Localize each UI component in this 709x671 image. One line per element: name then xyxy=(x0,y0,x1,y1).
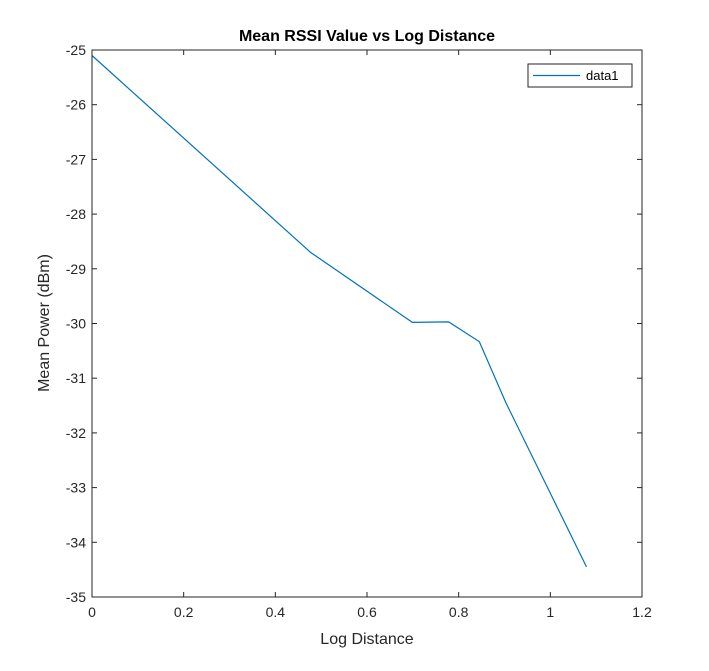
legend-label-data1: data1 xyxy=(586,68,619,83)
y-tick-label: -31 xyxy=(66,370,86,386)
y-tick-label: -29 xyxy=(66,261,86,277)
y-tick-label: -28 xyxy=(66,206,86,222)
x-axis-ticks: 0 0.2 0.4 0.6 0.8 1 1.2 xyxy=(88,50,652,620)
y-tick-label: -33 xyxy=(66,480,86,496)
chart-title: Mean RSSI Value vs Log Distance xyxy=(239,28,495,45)
legend: data1 xyxy=(527,63,633,88)
plot-frame xyxy=(91,49,643,598)
x-tick-label: 1.2 xyxy=(632,604,652,620)
series-line-data1 xyxy=(91,55,588,568)
y-tick-label: -34 xyxy=(66,534,86,550)
x-tick-label: 0.4 xyxy=(266,604,286,620)
plot-area xyxy=(92,50,642,597)
x-tick-label: 0.6 xyxy=(357,604,377,620)
y-tick-label: -26 xyxy=(66,97,86,113)
y-tick-label: -35 xyxy=(66,589,86,605)
x-tick-label: 1 xyxy=(546,604,554,620)
x-tick-label: 0.2 xyxy=(174,604,194,620)
y-axis-label: Mean Power (dBm) xyxy=(36,254,53,392)
y-tick-label: -30 xyxy=(66,316,86,332)
y-tick-label: -25 xyxy=(66,42,86,58)
x-tick-label: 0 xyxy=(88,604,96,620)
x-axis-label: Log Distance xyxy=(320,631,413,648)
y-tick-label: -27 xyxy=(66,151,86,167)
x-tick-label: 0.8 xyxy=(449,604,469,620)
y-tick-label: -32 xyxy=(66,425,86,441)
data-layer xyxy=(91,55,588,568)
y-axis-ticks: -35 -34 -33 -32 -31 -30 -29 -28 -27 -26 -25 xyxy=(66,42,642,605)
